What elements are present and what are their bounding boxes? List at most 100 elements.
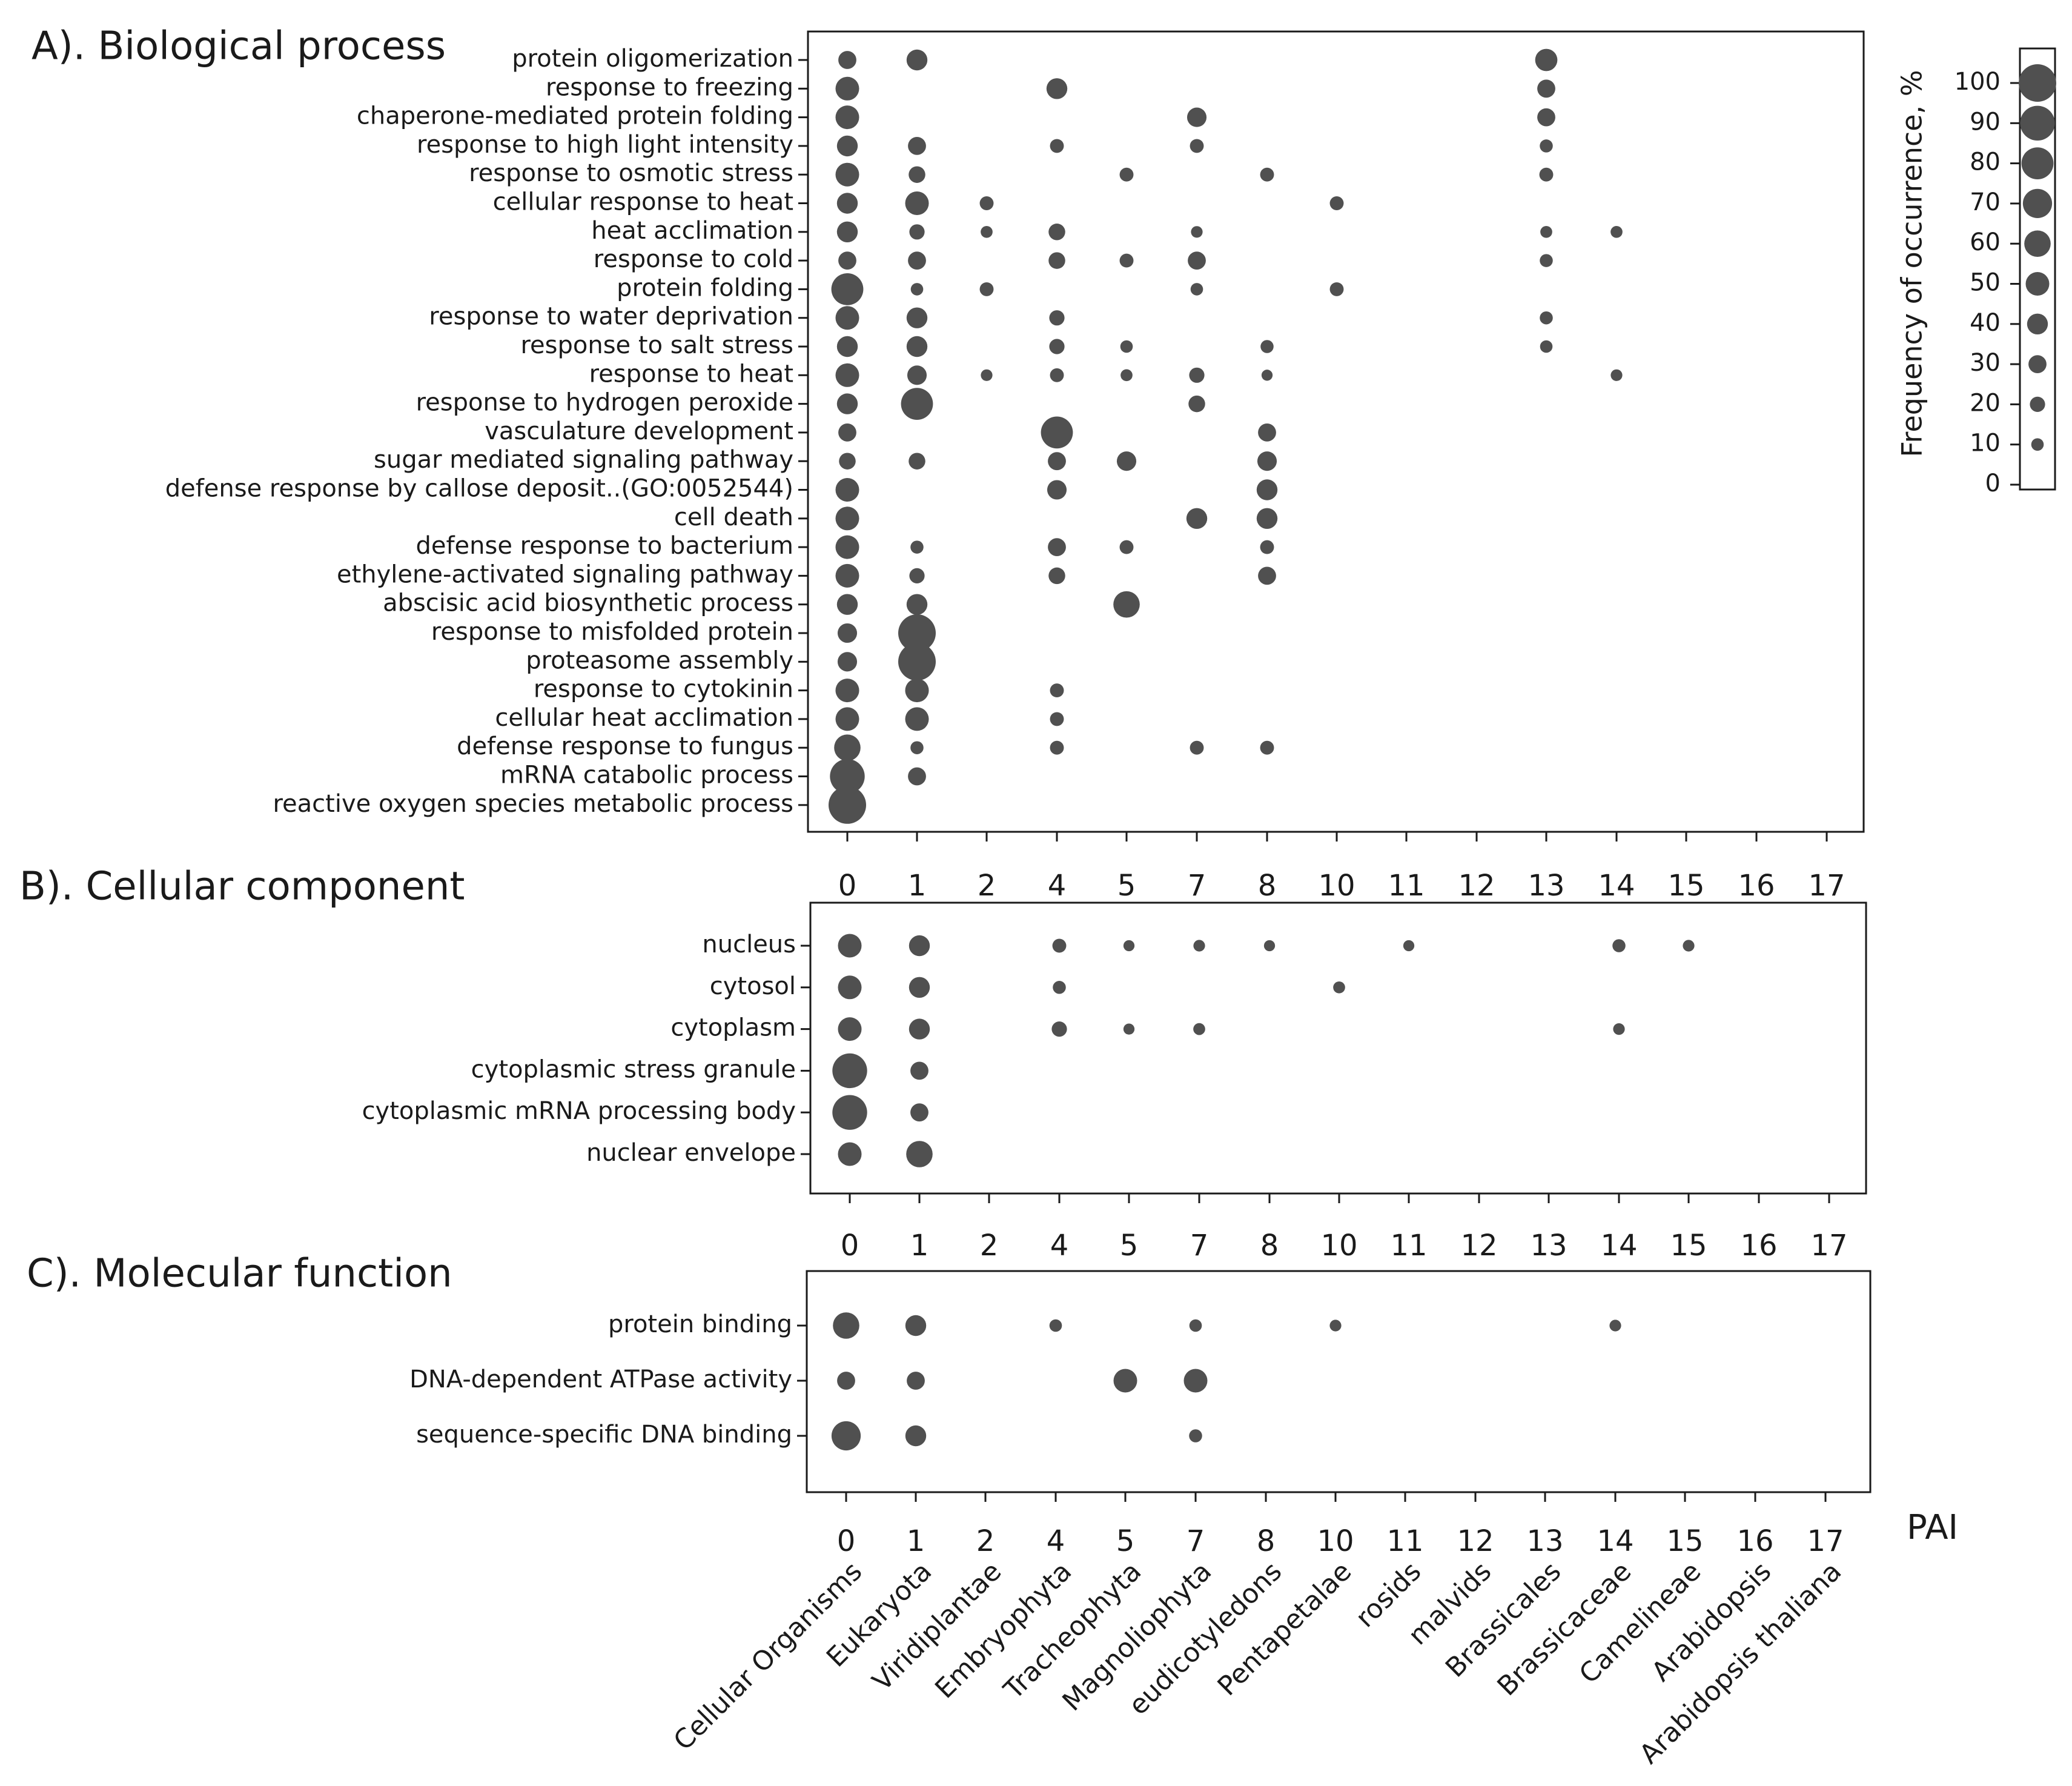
data-point bbox=[1183, 1369, 1208, 1393]
row-label: cell death bbox=[674, 503, 793, 531]
data-point bbox=[1613, 1023, 1625, 1035]
data-point bbox=[1260, 740, 1274, 755]
x-tick-label: 11 bbox=[1388, 869, 1425, 903]
data-point bbox=[909, 224, 925, 240]
row-label: sugar mediated signaling pathway bbox=[374, 446, 793, 474]
data-point bbox=[901, 388, 933, 420]
legend-tick-label: 30 bbox=[1970, 349, 2001, 377]
data-point bbox=[1050, 683, 1064, 698]
x-tick-label: 8 bbox=[1258, 869, 1277, 903]
data-point bbox=[1120, 369, 1133, 382]
x-tick-label: 17 bbox=[1808, 869, 1845, 903]
data-point bbox=[1540, 225, 1552, 238]
data-point bbox=[1260, 167, 1274, 182]
data-point bbox=[1540, 340, 1553, 353]
data-point bbox=[1119, 167, 1134, 182]
data-point bbox=[1190, 283, 1203, 296]
x-tick-label: 4 bbox=[1050, 1229, 1069, 1263]
row-label: response to misfolded protein bbox=[431, 618, 793, 646]
row-label: mRNA catabolic process bbox=[500, 762, 793, 789]
data-point bbox=[905, 679, 929, 703]
data-point bbox=[1048, 452, 1066, 471]
data-point bbox=[1189, 1429, 1202, 1442]
legend-tick-label: 20 bbox=[1970, 389, 2001, 417]
data-point bbox=[1053, 981, 1066, 994]
row-label: vasculature development bbox=[485, 417, 793, 445]
data-point bbox=[906, 49, 928, 71]
data-point bbox=[910, 540, 924, 554]
data-point bbox=[1190, 139, 1204, 153]
legend-frame bbox=[2019, 47, 2056, 491]
x-tick-label: 13 bbox=[1528, 869, 1564, 903]
row-label: reactive oxygen species metabolic proces… bbox=[273, 790, 793, 818]
data-point bbox=[1261, 370, 1273, 381]
plot-frame bbox=[806, 1270, 1872, 1493]
row-label: protein oligomerization bbox=[512, 45, 793, 73]
data-point bbox=[1258, 423, 1276, 442]
data-point bbox=[1050, 139, 1064, 153]
data-point bbox=[836, 193, 858, 214]
data-point bbox=[837, 652, 858, 672]
data-point bbox=[979, 196, 994, 210]
x-tick-label: 5 bbox=[1120, 1229, 1139, 1263]
data-point bbox=[1113, 591, 1140, 618]
row-label: chaperone-mediated protein folding bbox=[357, 102, 793, 130]
row-label: nuclear envelope bbox=[586, 1139, 796, 1167]
data-point bbox=[837, 1372, 855, 1390]
data-point bbox=[836, 594, 858, 615]
x-tick-label: 5 bbox=[1117, 869, 1136, 903]
data-point bbox=[1535, 48, 1558, 71]
data-point bbox=[907, 365, 927, 385]
legend-tick-label: 60 bbox=[1970, 228, 2001, 256]
data-point bbox=[1260, 540, 1274, 554]
data-point bbox=[835, 306, 859, 330]
data-point bbox=[832, 1095, 867, 1130]
data-point bbox=[1188, 395, 1205, 413]
x-tick-label: 13 bbox=[1530, 1229, 1567, 1263]
row-label: response to heat bbox=[589, 360, 793, 388]
data-point bbox=[1540, 139, 1553, 153]
data-point bbox=[1051, 1021, 1067, 1037]
x-tick-label: 14 bbox=[1598, 869, 1635, 903]
legend-dot bbox=[2021, 147, 2054, 179]
data-point bbox=[1256, 508, 1278, 529]
data-point bbox=[836, 336, 858, 357]
data-point bbox=[1123, 940, 1135, 952]
data-point bbox=[1609, 1320, 1621, 1332]
data-point bbox=[909, 935, 930, 957]
legend-dot bbox=[2022, 188, 2053, 218]
data-point bbox=[1189, 1319, 1202, 1332]
data-point bbox=[1049, 310, 1065, 326]
row-label: abscisic acid biosynthetic process bbox=[383, 589, 793, 617]
x-tick-label: 11 bbox=[1386, 1524, 1423, 1558]
data-point bbox=[1193, 1023, 1205, 1035]
row-label: cytoplasmic stress granule bbox=[471, 1055, 796, 1083]
data-point bbox=[908, 767, 926, 786]
x-tick-label: 8 bbox=[1257, 1524, 1276, 1558]
x-tick-label: 11 bbox=[1390, 1229, 1427, 1263]
row-label: response to cytokinin bbox=[534, 676, 793, 703]
panel-title: C). Molecular function bbox=[27, 1252, 452, 1296]
data-point bbox=[1123, 1023, 1135, 1035]
data-point bbox=[906, 307, 928, 328]
data-point bbox=[829, 786, 866, 824]
data-point bbox=[1050, 368, 1064, 382]
data-point bbox=[908, 251, 926, 270]
x-tick-label: 4 bbox=[1047, 1524, 1065, 1558]
legend-dot bbox=[2027, 313, 2048, 334]
x-tick-label: 16 bbox=[1738, 869, 1775, 903]
row-label: nucleus bbox=[702, 931, 796, 958]
data-point bbox=[1612, 939, 1626, 952]
data-point bbox=[1049, 339, 1065, 354]
row-label: defense response to bacterium bbox=[415, 532, 793, 560]
data-point bbox=[835, 679, 859, 703]
data-point bbox=[909, 977, 930, 998]
data-point bbox=[1047, 480, 1067, 500]
legend-tick-label: 0 bbox=[1985, 470, 2001, 497]
data-point bbox=[909, 568, 925, 584]
data-point bbox=[909, 166, 925, 183]
data-point bbox=[838, 51, 856, 69]
legend-dot bbox=[2028, 355, 2047, 373]
